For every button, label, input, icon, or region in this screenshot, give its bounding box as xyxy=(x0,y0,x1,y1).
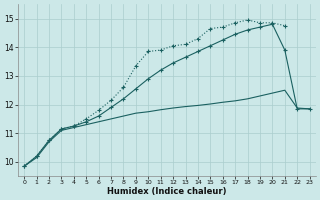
X-axis label: Humidex (Indice chaleur): Humidex (Indice chaleur) xyxy=(107,187,227,196)
